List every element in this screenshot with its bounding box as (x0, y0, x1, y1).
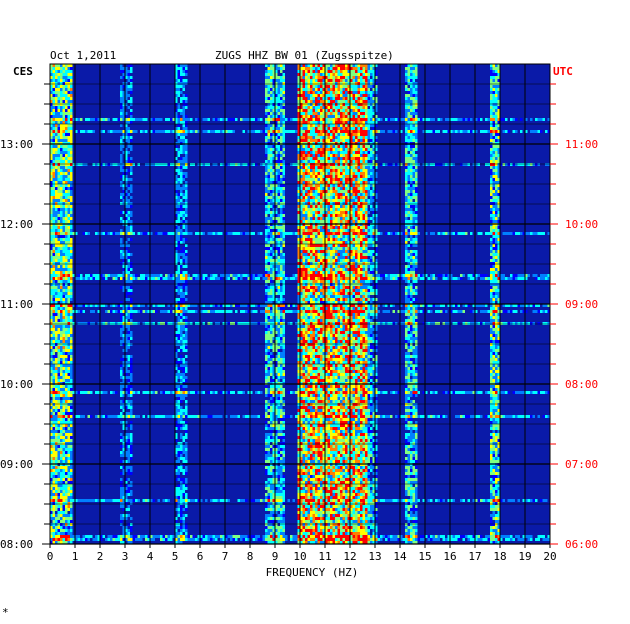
date-label: Oct 1,2011 (50, 49, 116, 62)
left-time-label: 12:00 (0, 218, 33, 231)
x-tick-label: 13 (368, 550, 381, 563)
x-tick-label: 11 (318, 550, 331, 563)
x-tick-label: 9 (272, 550, 279, 563)
right-time-label: 10:00 (565, 218, 598, 231)
x-tick-label: 19 (518, 550, 531, 563)
x-tick-label: 18 (493, 550, 506, 563)
x-tick-label: 6 (197, 550, 204, 563)
left-time-label: 08:00 (0, 538, 33, 551)
axis-ticks: 0 1 2 3 4 5 6 7 8 9 10 11 12 13 14 15 16 17 18 19 2013:0012:… (0, 83, 598, 563)
x-tick-label: 16 (443, 550, 456, 563)
x-tick-label: 14 (393, 550, 407, 563)
left-time-label: 10:00 (0, 378, 33, 391)
left-time-label: 11:00 (0, 298, 33, 311)
x-tick-label: 3 (122, 550, 129, 563)
right-timezone-label: UTC (553, 65, 573, 78)
chart-title: ZUGS HHZ BW 01 (Zugsspitze) (215, 49, 394, 62)
x-tick-label: 8 (247, 550, 254, 563)
x-tick-label: 20 (543, 550, 556, 563)
footer-mark: * (2, 606, 9, 619)
x-tick-label: 7 (222, 550, 229, 563)
x-axis-title: FREQUENCY (HZ) (266, 566, 359, 579)
x-tick-label: 2 (97, 550, 104, 563)
right-time-label: 08:00 (565, 378, 598, 391)
x-tick-label: 1 (72, 550, 79, 563)
right-time-label: 09:00 (565, 298, 598, 311)
x-tick-label: 5 (172, 550, 179, 563)
grid-lines (49, 63, 551, 545)
x-tick-label: 15 (418, 550, 431, 563)
x-tick-label: 4 (147, 550, 154, 563)
x-tick-label: 17 (468, 550, 481, 563)
right-time-label: 06:00 (565, 538, 598, 551)
right-time-label: 07:00 (565, 458, 598, 471)
right-time-label: 11:00 (565, 138, 598, 151)
left-time-label: 09:00 (0, 458, 33, 471)
x-tick-label: 12 (343, 550, 356, 563)
left-timezone-label: CES (13, 65, 33, 78)
x-tick-label: 0 (47, 550, 54, 563)
x-tick-label: 10 (293, 550, 306, 563)
left-time-label: 13:00 (0, 138, 33, 151)
